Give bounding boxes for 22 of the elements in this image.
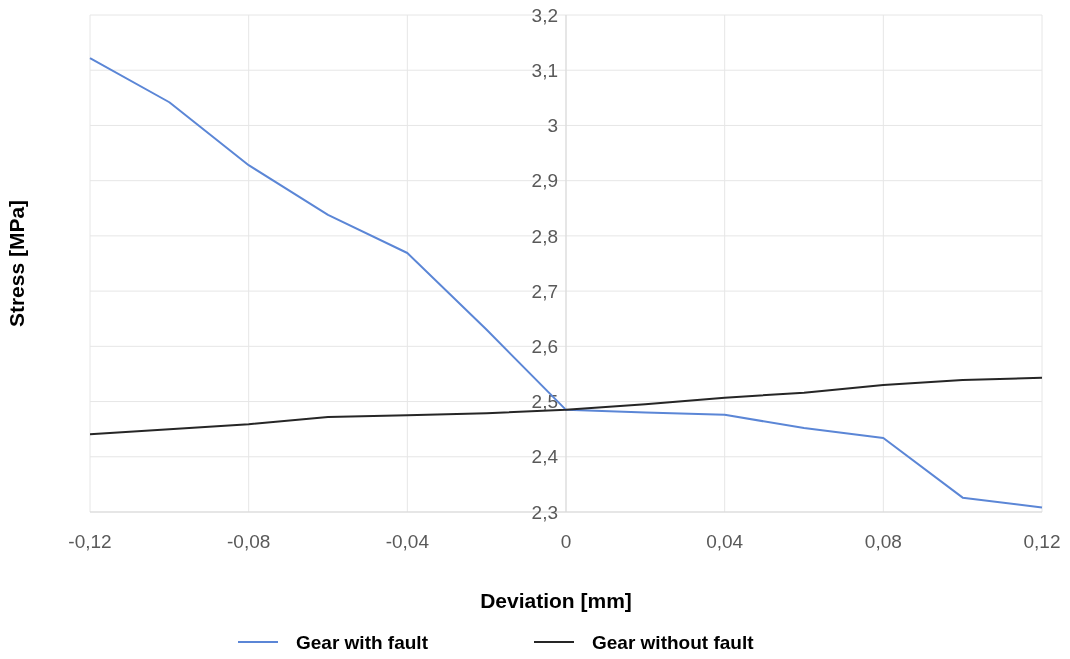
y-tick-label: 2,7 xyxy=(531,280,558,302)
y-tick-label: 2,9 xyxy=(531,170,558,192)
x-tick-label: 0 xyxy=(560,531,572,552)
y-tick-label: 2,8 xyxy=(531,225,558,247)
line-series xyxy=(89,376,1043,436)
x-tick-label: -0,08 xyxy=(227,531,271,552)
y-tick-label: 3 xyxy=(547,115,558,137)
y-axis-title: Stress [MPa] xyxy=(5,199,28,328)
y-tick-label: 2,4 xyxy=(531,446,559,468)
x-tick-label: -0,12 xyxy=(68,531,112,552)
legend-label: Gear without fault xyxy=(592,631,755,653)
y-tick-label: 2,5 xyxy=(531,391,558,413)
x-tick-label: 0,12 xyxy=(1023,531,1061,552)
legend-label: Gear with fault xyxy=(296,631,429,653)
y-tick-label: 2,3 xyxy=(531,501,558,523)
x-tick-label: 0,04 xyxy=(706,531,744,552)
y-tick-label: 3,1 xyxy=(531,59,558,81)
y-tick-label: 2,6 xyxy=(531,335,558,357)
x-tick-label: 0,08 xyxy=(864,531,902,552)
x-tick-label: -0,04 xyxy=(385,531,430,552)
y-tick-label: 3,2 xyxy=(531,4,558,26)
x-axis-title: Deviation [mm] xyxy=(480,589,632,612)
